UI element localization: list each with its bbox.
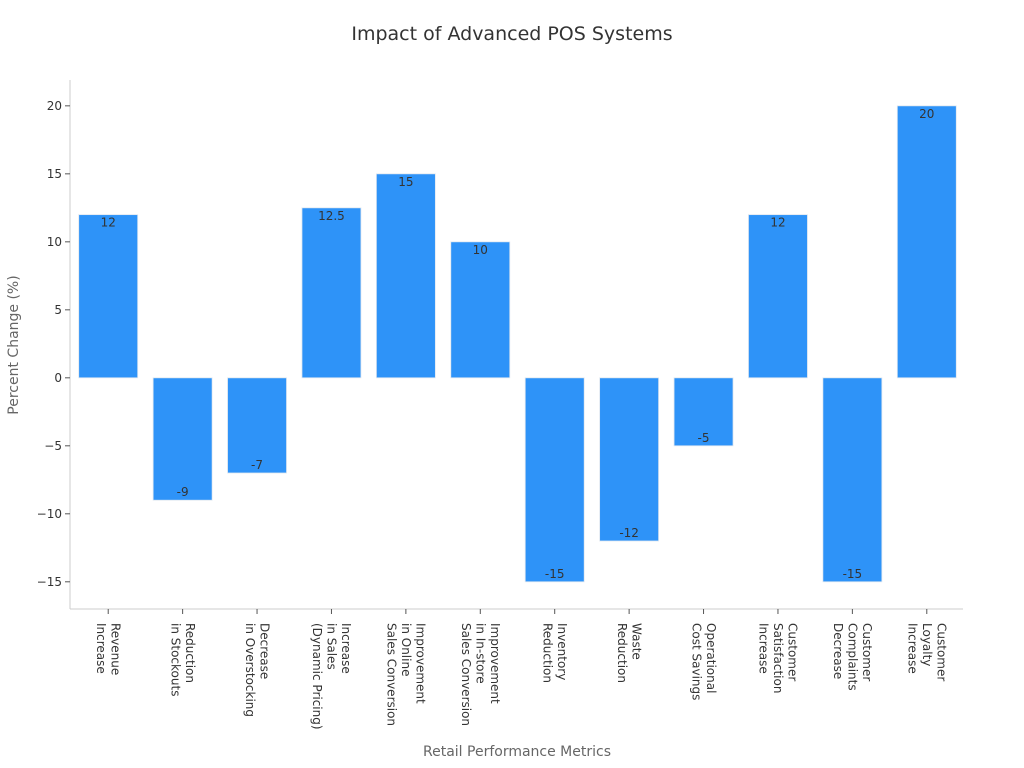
bar [524,377,585,583]
y-tick-label: −15 [37,575,62,589]
data-label: 20 [919,107,934,121]
data-label: -12 [619,526,639,540]
data-label: -9 [177,485,189,499]
x-tick-label-line: Sales Conversion [384,623,398,726]
x-tick-label-line: Increase [756,623,770,674]
x-tick-label-line: Operational [704,623,718,693]
bar [450,241,511,379]
chart-title: Impact of Advanced POS Systems [351,23,672,45]
bar [227,377,287,474]
x-tick-label-line: Reduction [183,623,197,683]
x-tick-label-line: Sales Conversion [459,623,473,726]
data-label: 10 [473,243,488,257]
x-tick-label-line: Decrease [257,623,271,679]
x-tick-label-line: Reduction [540,623,554,683]
data-label: -7 [251,458,263,472]
x-tick-label-line: Revenue [108,623,122,675]
data-label: -15 [843,567,863,581]
x-tick-label-line: Customer [785,623,799,681]
y-tick-label: 15 [47,167,62,181]
x-tick-label-line: Increase [905,623,919,674]
x-tick-label-line: Customer [934,623,948,681]
x-axis-label: Retail Performance Metrics [423,744,611,760]
data-label: 12 [101,216,116,230]
y-tick-label: −10 [37,507,62,521]
x-tick-label-line: Cost Savings [689,623,703,700]
data-label: 12.5 [318,209,345,223]
x-tick-label-line: Loyalty [920,623,934,666]
x-tick-label-line: Waste [629,623,643,660]
bar [673,377,734,447]
x-tick-label-line: Complaints [845,623,859,691]
bar [599,377,660,542]
bar [152,377,213,501]
y-tick-label: 5 [54,303,62,317]
data-label: 15 [398,175,413,189]
x-tick-label-line: Decrease [831,623,845,679]
bar [822,377,883,583]
bar [748,214,808,379]
x-tick-label-line: in In-store [473,623,487,684]
x-tick-label-line: Customer [860,623,874,681]
x-tick-label-line: Improvement [413,623,427,704]
y-tick-label: 0 [54,371,62,385]
bar [375,173,436,379]
x-tick-label-line: Satisfaction [771,623,785,693]
x-tick-label-line: in Stockouts [168,623,182,696]
x-tick-label-line: Increase [339,623,353,674]
data-label: -15 [545,567,565,581]
y-tick-label: 20 [47,99,62,113]
x-tick-label-line: Reduction [615,623,629,683]
data-label: -5 [698,431,710,445]
y-axis-label: Percent Change (%) [6,275,22,414]
x-tick-label-line: in Sales [324,623,338,670]
x-tick-label-line: Improvement [488,623,502,704]
x-tick-label-line: Increase [94,623,108,674]
x-tick-label-line: in Overstocking [243,623,257,717]
bar [78,214,139,379]
bar [896,105,957,379]
y-tick-label: 10 [47,235,62,249]
data-label: 12 [770,216,785,230]
x-tick-label-line: Inventory [555,623,569,680]
bar [301,207,362,379]
x-tick-label-line: (Dynamic Pricing) [310,623,324,730]
x-tick-label-line: in Online [399,623,413,676]
y-tick-label: −5 [44,439,62,453]
